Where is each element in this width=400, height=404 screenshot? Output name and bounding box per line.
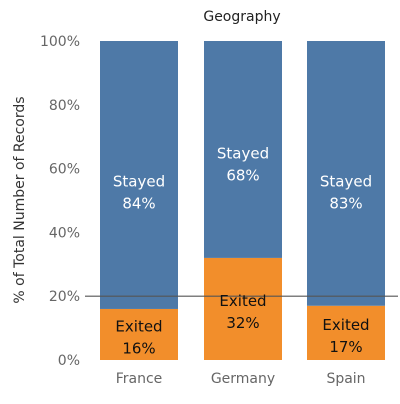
segment-series-label: Exited — [322, 316, 369, 334]
bar-segment-stayed-spain — [307, 41, 385, 306]
segment-value-label: 83% — [329, 195, 362, 213]
segment-value-label: 32% — [226, 314, 259, 332]
y-axis-ticks: 0% 20% 40% 60% 80% 100% — [40, 34, 80, 369]
chart-title: Geography — [203, 9, 280, 25]
y-tick-label: 20% — [49, 289, 80, 305]
segment-series-label: Stayed — [320, 173, 372, 191]
bar-segment-stayed-germany — [204, 41, 282, 258]
segment-value-label: 16% — [122, 339, 155, 357]
x-tick-label: Germany — [211, 371, 275, 387]
x-tick-label: Spain — [326, 371, 365, 387]
x-axis-ticks: France Germany Spain — [116, 371, 366, 387]
segment-series-label: Stayed — [113, 173, 165, 191]
y-tick-label: 40% — [49, 225, 80, 241]
bar-segment-exited-spain — [307, 305, 385, 360]
segment-series-label: Stayed — [217, 145, 269, 163]
segment-series-label: Exited — [219, 292, 266, 310]
y-tick-label: 0% — [58, 353, 80, 369]
segment-labels: Exited 16% Stayed 84% Exited 32% Stayed 68% Exit… — [113, 145, 372, 358]
bars — [100, 41, 385, 360]
segment-value-label: 84% — [122, 195, 155, 213]
bar-segment-exited-germany — [204, 257, 282, 360]
y-axis-label: % of Total Number of Records — [12, 96, 28, 303]
x-tick-label: France — [116, 371, 163, 387]
segment-series-label: Exited — [115, 317, 162, 335]
y-tick-label: 80% — [49, 98, 80, 114]
bar-segment-exited-france — [100, 308, 178, 360]
y-tick-label: 100% — [40, 34, 80, 50]
y-tick-label: 60% — [49, 162, 80, 178]
bar-segment-stayed-france — [100, 41, 178, 309]
segment-value-label: 17% — [329, 338, 362, 356]
segment-value-label: 68% — [226, 167, 259, 185]
